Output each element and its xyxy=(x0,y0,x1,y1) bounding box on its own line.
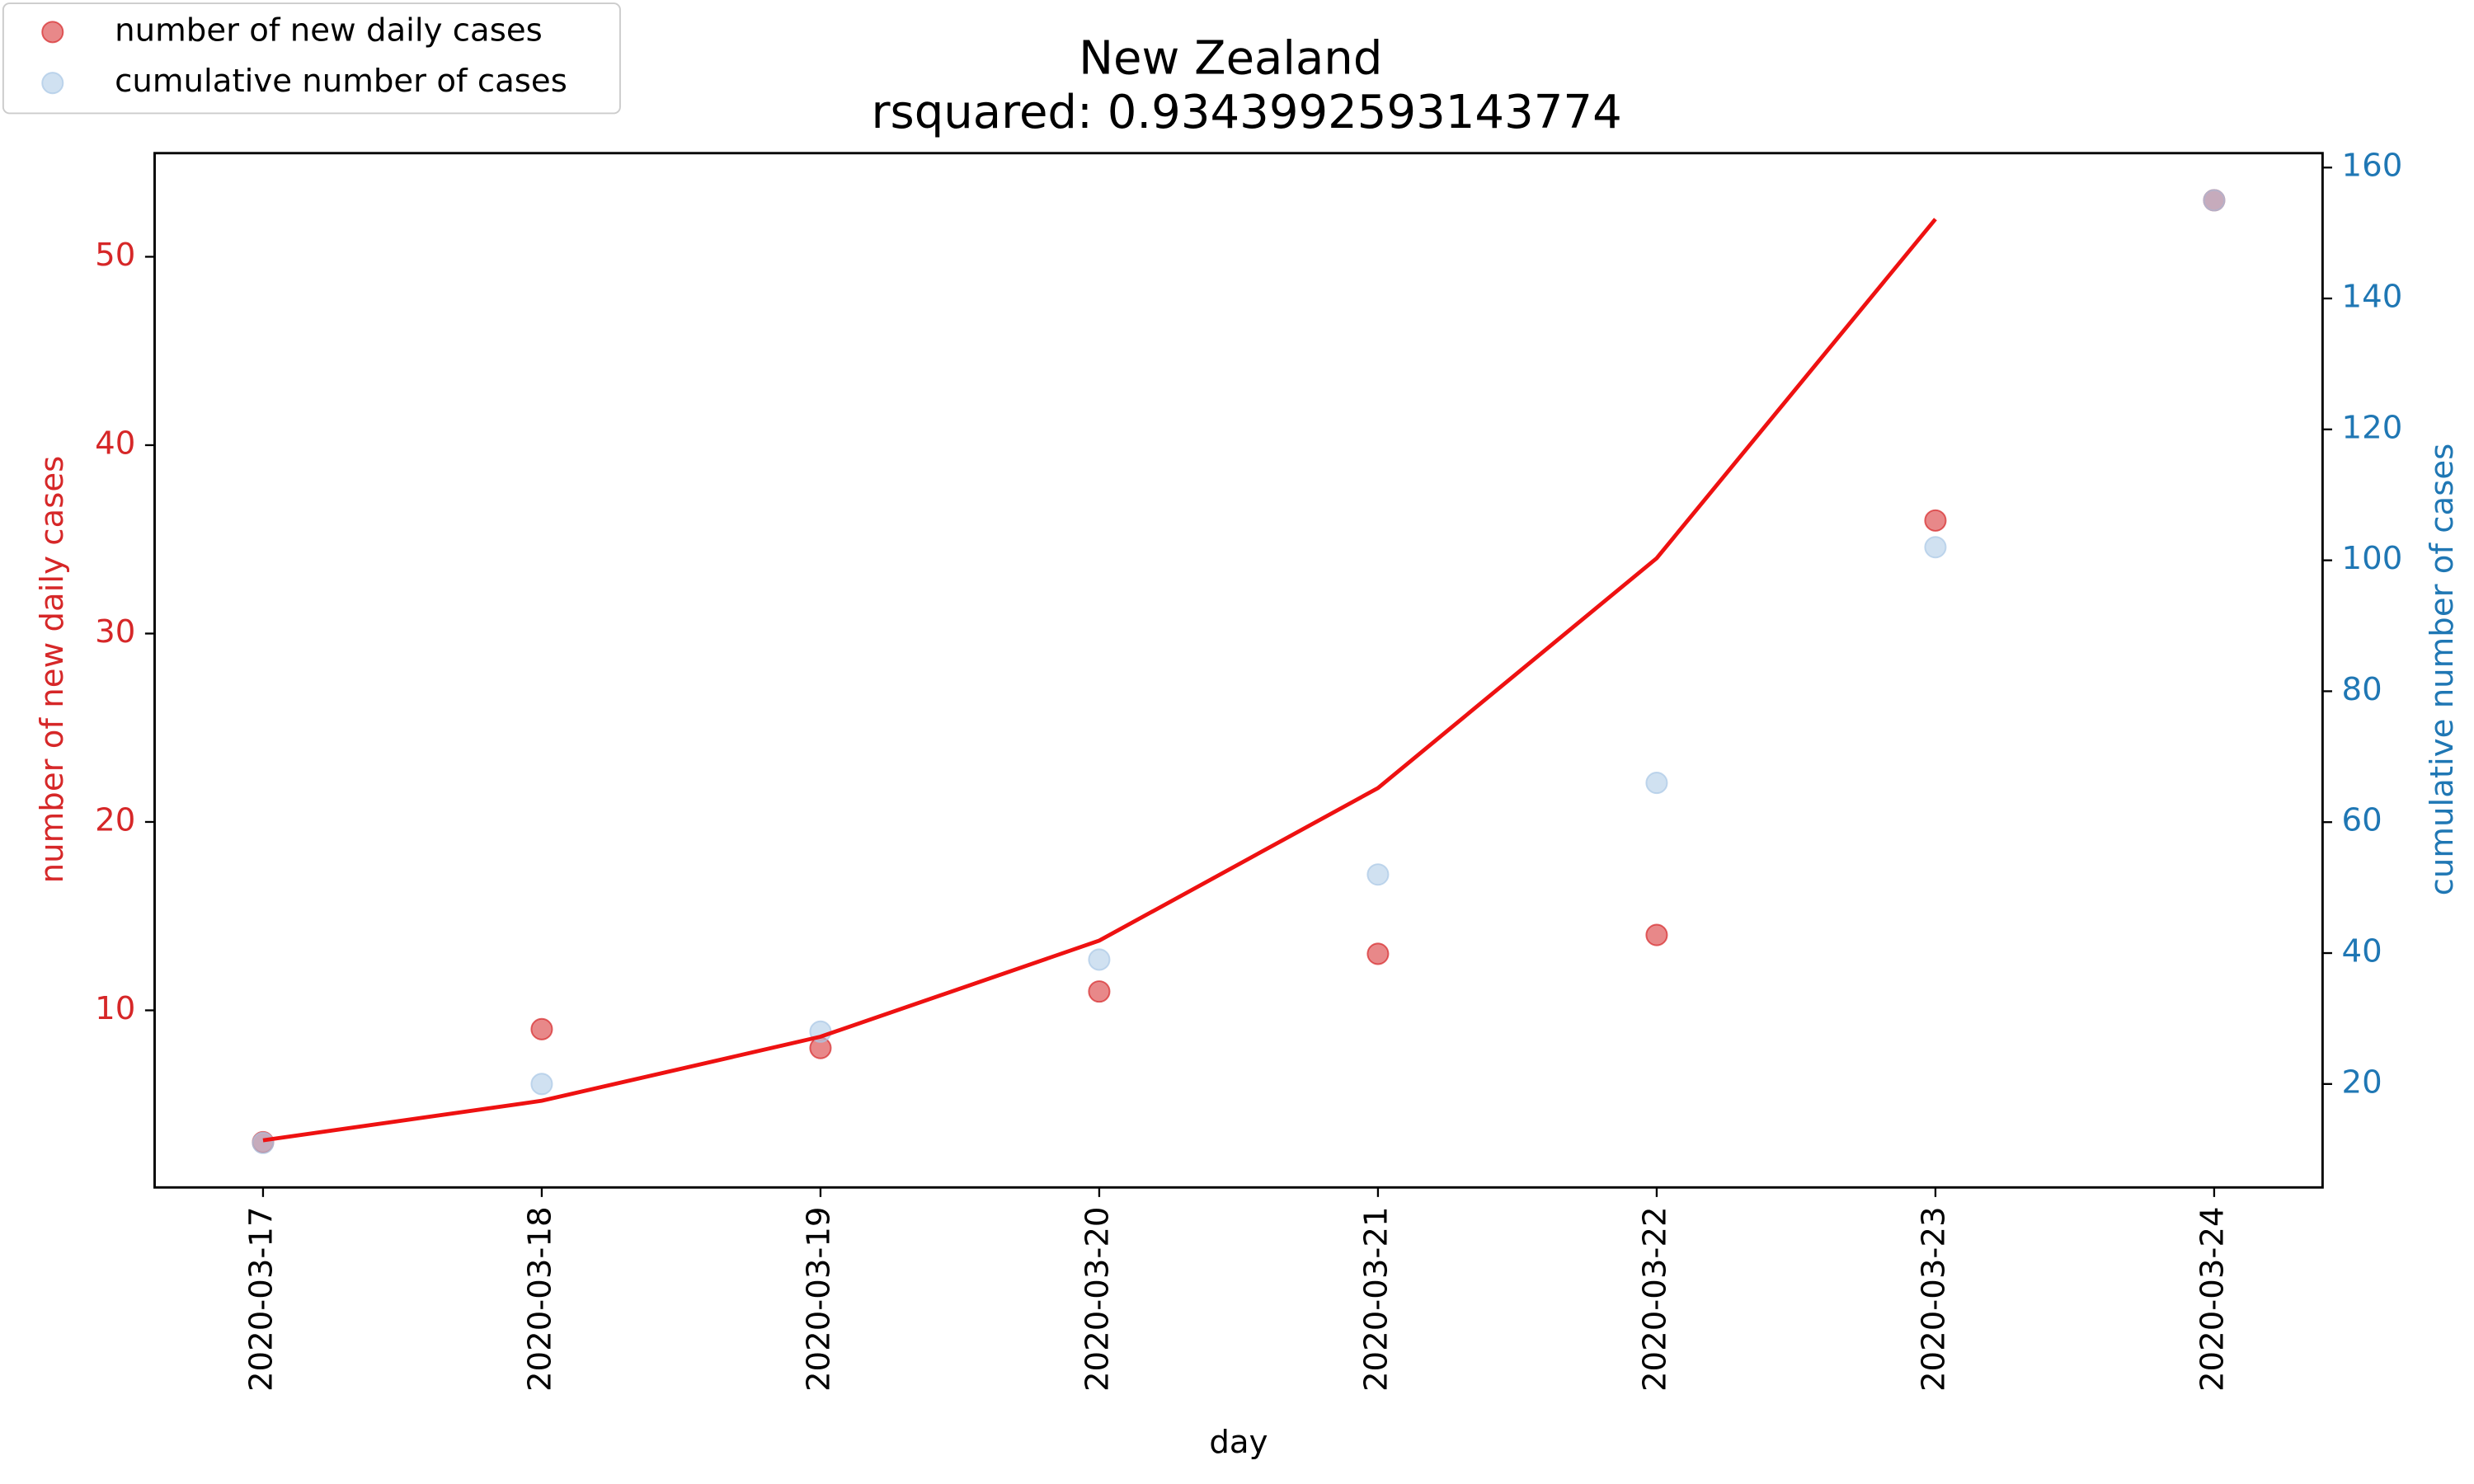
data-point xyxy=(1366,863,1390,886)
data-point xyxy=(530,1017,553,1040)
chart-subtitle: rsquared: 0.9343992593143774 xyxy=(871,86,1621,139)
data-point xyxy=(1924,536,1947,559)
x-tick-label: 2020-03-22 xyxy=(1636,1206,1673,1392)
x-tick-label: 2020-03-24 xyxy=(2194,1206,2231,1392)
fit-line xyxy=(262,218,1937,1143)
data-point xyxy=(2203,189,2226,212)
y2-tick-label: 40 xyxy=(2342,933,2382,970)
data-point xyxy=(1088,980,1111,1003)
x-tick-label: 2020-03-18 xyxy=(521,1206,558,1392)
legend-frame xyxy=(2,2,621,115)
y2-tick-label: 80 xyxy=(2342,671,2382,708)
y2-tick-label: 140 xyxy=(2342,279,2403,316)
x-tick-label: 2020-03-20 xyxy=(1079,1206,1116,1392)
legend-swatch xyxy=(41,72,64,95)
legend-label: number of new daily cases xyxy=(115,12,543,49)
legend-swatch xyxy=(41,21,64,44)
y-tick-label: 20 xyxy=(95,801,135,838)
y-tick-label: 50 xyxy=(95,237,135,274)
plot-frame xyxy=(153,152,2324,1189)
x-tick-label: 2020-03-21 xyxy=(1357,1206,1395,1392)
y2-tick-label: 60 xyxy=(2342,802,2382,839)
legend-label: cumulative number of cases xyxy=(115,63,567,100)
y2-tick-label: 160 xyxy=(2342,148,2403,185)
legend: number of new daily cases cumulative numb… xyxy=(2,2,621,115)
y2-tick-label: 100 xyxy=(2342,540,2403,577)
data-point xyxy=(1366,942,1390,965)
x-tick-label: 2020-03-19 xyxy=(800,1206,837,1392)
data-point xyxy=(252,1131,275,1154)
data-point xyxy=(1645,772,1668,795)
x-tick-label: 2020-03-17 xyxy=(242,1206,280,1392)
y-tick-label: 30 xyxy=(95,613,135,650)
data-point xyxy=(1088,948,1111,971)
y-tick-label: 40 xyxy=(95,425,135,462)
chart-title: New Zealand xyxy=(1079,31,1382,85)
x-axis-label: day xyxy=(1209,1424,1268,1461)
y2-tick-label: 120 xyxy=(2342,409,2403,446)
y2-axis-label: cumulative number of cases xyxy=(2424,444,2461,896)
data-point xyxy=(1645,923,1668,946)
x-tick-label: 2020-03-23 xyxy=(1915,1206,1952,1392)
y-tick-label: 10 xyxy=(95,990,135,1027)
y2-tick-label: 20 xyxy=(2342,1064,2382,1101)
data-point xyxy=(530,1073,553,1096)
data-point xyxy=(1924,509,1947,532)
y-axis-label: number of new daily cases xyxy=(34,456,71,884)
